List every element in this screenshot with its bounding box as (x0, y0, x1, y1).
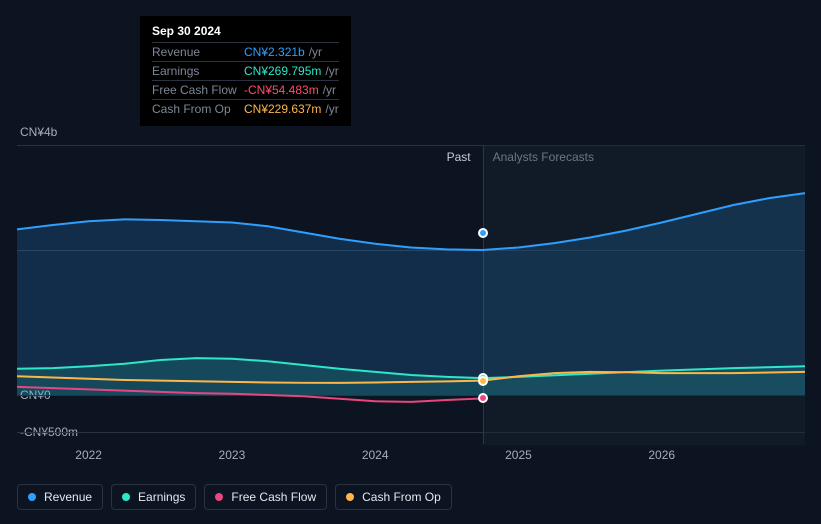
chart-tooltip: Sep 30 2024 RevenueCN¥2.321b/yrEarningsC… (140, 16, 351, 126)
x-axis-label: 2025 (505, 448, 532, 462)
tooltip-label: Earnings (152, 64, 244, 78)
tooltip-suffix: /yr (309, 45, 322, 59)
tooltip-label: Revenue (152, 45, 244, 59)
legend-label: Cash From Op (362, 490, 441, 504)
legend-dot-icon (346, 493, 354, 501)
marker-revenue (478, 228, 488, 238)
y-axis-label: CN¥4b (20, 125, 57, 139)
financials-chart (17, 145, 805, 445)
tooltip-value: CN¥2.321b (244, 45, 305, 59)
tooltip-suffix: /yr (323, 83, 336, 97)
tooltip-value: CN¥269.795m (244, 64, 321, 78)
tooltip-row: Free Cash Flow-CN¥54.483m/yr (152, 80, 339, 99)
tooltip-label: Free Cash Flow (152, 83, 244, 97)
tooltip-suffix: /yr (325, 64, 338, 78)
legend-item-cashop[interactable]: Cash From Op (335, 484, 452, 510)
x-axis-label: 2022 (75, 448, 102, 462)
legend-item-fcf[interactable]: Free Cash Flow (204, 484, 327, 510)
marker-fcf (478, 393, 488, 403)
tooltip-row: EarningsCN¥269.795m/yr (152, 61, 339, 80)
tooltip-date: Sep 30 2024 (152, 24, 339, 42)
legend-dot-icon (122, 493, 130, 501)
tooltip-label: Cash From Op (152, 102, 244, 116)
x-axis-label: 2023 (219, 448, 246, 462)
tooltip-row: RevenueCN¥2.321b/yr (152, 42, 339, 61)
legend-label: Earnings (138, 490, 185, 504)
legend-item-earnings[interactable]: Earnings (111, 484, 196, 510)
x-axis-label: 2024 (362, 448, 389, 462)
legend-dot-icon (28, 493, 36, 501)
tooltip-value: -CN¥54.483m (244, 83, 319, 97)
tooltip-suffix: /yr (325, 102, 338, 116)
x-axis-label: 2026 (648, 448, 675, 462)
legend-label: Revenue (44, 490, 92, 504)
marker-cashop (478, 376, 488, 386)
tooltip-row: Cash From OpCN¥229.637m/yr (152, 99, 339, 118)
legend-dot-icon (215, 493, 223, 501)
tooltip-value: CN¥229.637m (244, 102, 321, 116)
x-axis: 2022 2023 2024 2025 2026 (17, 448, 805, 464)
chart-legend: Revenue Earnings Free Cash Flow Cash From O… (17, 484, 452, 510)
legend-label: Free Cash Flow (231, 490, 316, 504)
legend-item-revenue[interactable]: Revenue (17, 484, 103, 510)
